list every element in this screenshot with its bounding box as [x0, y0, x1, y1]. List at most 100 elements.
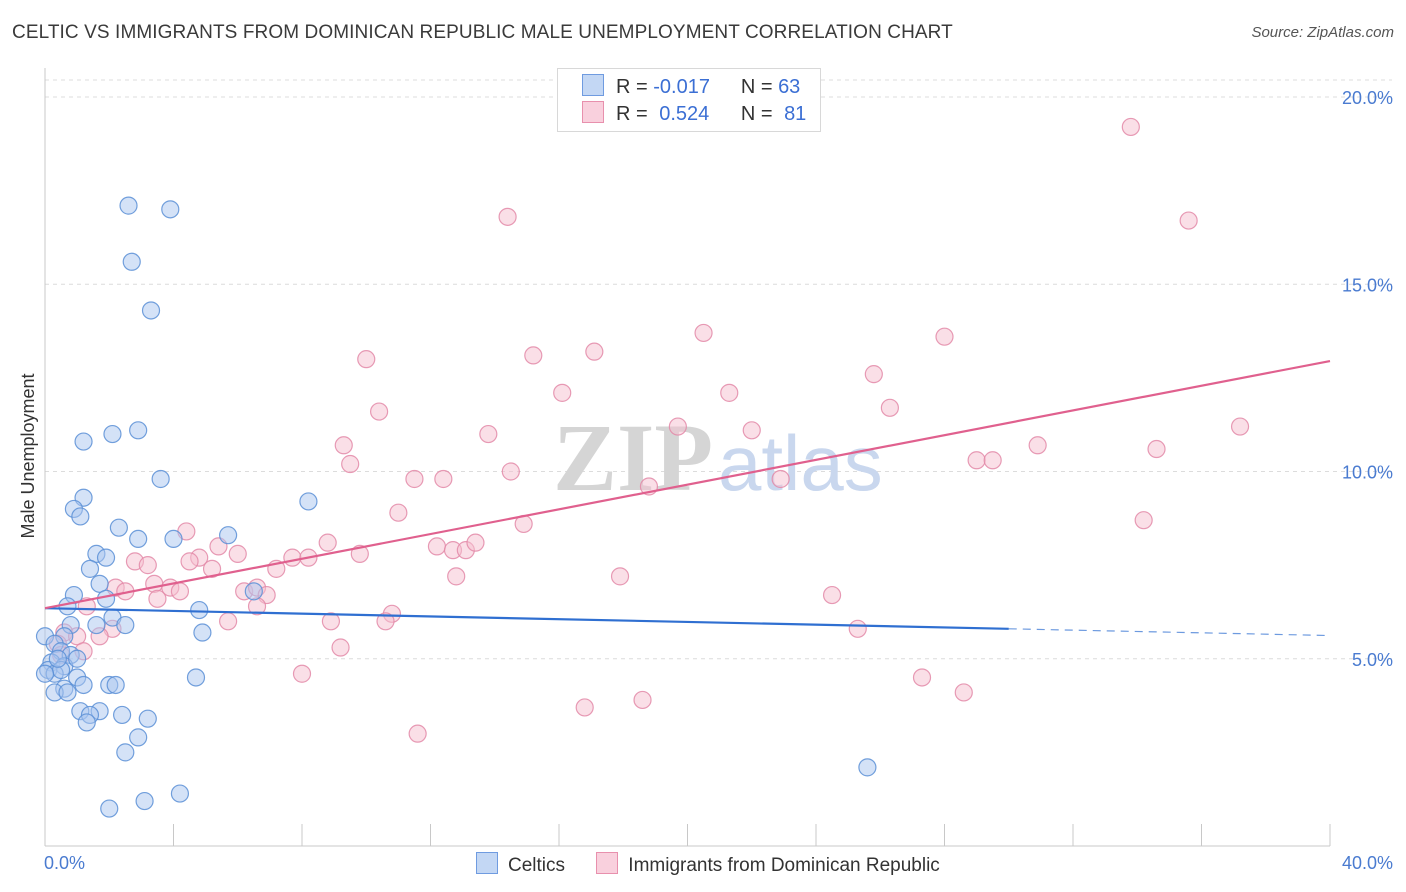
celtics-point-3	[141, 301, 161, 320]
x-tick-label-1: 40.0%	[1342, 853, 1393, 873]
dominican-point-16	[1230, 417, 1250, 436]
dominican-point-75	[912, 668, 932, 687]
celtics-point-11	[109, 518, 128, 537]
celtics-point-41	[186, 668, 206, 687]
watermark-zip: ZIP	[553, 404, 713, 511]
celtics-point-6	[129, 421, 148, 440]
celtics-trend-extension	[1008, 628, 1331, 637]
legend-n-label: N =	[740, 103, 773, 125]
celtics-point-7	[151, 469, 170, 489]
legend-n-label: N =	[740, 76, 773, 98]
x-tick-label-0: 0.0%	[44, 853, 85, 873]
celtics-point-57	[170, 784, 190, 803]
celtics-point-59	[100, 799, 119, 818]
dominican-point-8	[864, 365, 883, 384]
celtics-point-17	[96, 548, 116, 567]
series-legend: Celtics Immigrants from Dominican Republ…	[476, 852, 966, 877]
dominican-point-37	[466, 533, 485, 552]
y-tick-label-0: 5.0%	[1352, 650, 1393, 670]
dominican-point-70	[321, 612, 341, 631]
legend-swatch-blue	[582, 74, 604, 96]
celtics-point-4	[74, 432, 93, 451]
dominican-point-20	[341, 454, 360, 474]
celtics-point-25	[87, 615, 106, 635]
legend-n-value: 63	[778, 76, 801, 98]
celtics-point-62	[68, 649, 87, 668]
dominican-point-14	[479, 424, 498, 444]
dominican-point-47	[202, 559, 222, 578]
dominican-point-10	[720, 383, 739, 402]
dominican-point-12	[880, 398, 899, 417]
celtics-point-42	[74, 675, 93, 695]
celtics-point-10	[71, 507, 90, 526]
dominican-point-25	[434, 469, 453, 489]
legend-r-value: 0.524	[659, 103, 710, 125]
grid-lines	[45, 79, 1392, 660]
celtics-point-13	[164, 529, 183, 549]
dominican-point-11	[370, 402, 389, 421]
dominican-point-22	[983, 451, 1002, 470]
dominican-point-63	[376, 612, 395, 631]
dominican-point-19	[1147, 439, 1166, 459]
celtics-point-47	[58, 683, 77, 702]
dominican-point-30	[1134, 511, 1153, 530]
celtics-point-56	[858, 758, 877, 777]
legend-r-label: R =	[616, 76, 648, 98]
dominican-point-48	[145, 574, 164, 593]
celtics-point-58	[135, 791, 154, 811]
celtics-point-21	[96, 589, 116, 608]
dominican-point-24	[405, 469, 424, 489]
dominican-point-32	[318, 533, 337, 552]
legend-swatch-pink	[582, 101, 604, 123]
series-dominican-points	[48, 117, 1250, 743]
dominican-point-79	[408, 724, 427, 743]
dominican-point-74	[292, 664, 312, 683]
dominican-point-4	[935, 327, 954, 346]
legend-r-value: -0.017	[653, 76, 710, 98]
legend-swatch-dominican	[596, 852, 619, 874]
dominican-point-71	[848, 619, 867, 638]
celtics-point-26	[116, 615, 135, 635]
legend-item-celtics: Celtics	[476, 852, 565, 877]
dominican-point-76	[954, 683, 973, 702]
dominican-point-1	[498, 207, 517, 226]
dominican-point-46	[180, 552, 199, 571]
celtics-point-54	[129, 728, 148, 747]
dominican-point-0	[1121, 117, 1140, 137]
y-tick-label-2: 15.0%	[1342, 275, 1393, 295]
dominican-point-2	[1179, 211, 1198, 230]
celtics-point-52	[138, 709, 157, 728]
dominican-point-17	[334, 436, 353, 455]
legend-label-dominican: Immigrants from Dominican Republic	[628, 855, 940, 876]
legend-row-celtics: R = -0.017 N = 63	[582, 74, 800, 100]
celtics-point-1	[161, 200, 180, 219]
celtics-point-60	[244, 582, 263, 601]
dominican-trend-line	[44, 359, 1331, 610]
legend-row-dominican: R = 0.524 N = 81	[582, 101, 806, 127]
celtics-point-0	[119, 196, 138, 215]
celtics-point-61	[48, 649, 67, 668]
dominican-point-45	[138, 556, 157, 575]
dominican-point-77	[633, 690, 652, 710]
celtics-trend-line	[44, 607, 1009, 630]
celtics-point-22	[58, 597, 77, 616]
celtics-point-44	[106, 675, 125, 695]
series-celtics-points	[35, 196, 877, 818]
legend-r-label: R =	[616, 103, 648, 125]
celtics-point-23	[190, 600, 209, 620]
celtics-point-50	[112, 705, 132, 725]
celtics-point-18	[80, 559, 100, 578]
dominican-point-28	[389, 503, 408, 522]
dominican-point-33	[350, 544, 369, 563]
correlation-legend: R = -0.017 N = 63 R = 0.524 N = 81	[557, 68, 821, 132]
source-label: Source: ZipAtlas.com	[1251, 24, 1394, 41]
dominican-point-34	[427, 537, 447, 556]
dominican-point-3	[694, 323, 713, 343]
dominican-point-13	[668, 417, 687, 436]
legend-swatch-celtics	[476, 852, 498, 874]
dominican-point-78	[575, 698, 594, 717]
dominican-point-7	[585, 342, 604, 361]
dominican-point-73	[331, 638, 350, 657]
chart-title: CELTIC VS IMMIGRANTS FROM DOMINICAN REPU…	[12, 22, 953, 43]
